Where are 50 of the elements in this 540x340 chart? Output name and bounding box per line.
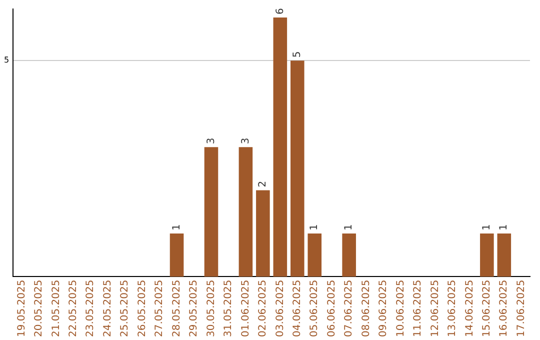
x-tick-label: 30.05.2025: [206, 280, 217, 338]
bar: [273, 17, 288, 277]
x-tick-label: 24.05.2025: [102, 280, 114, 338]
bar: [497, 234, 512, 277]
data-label: 1: [171, 224, 182, 231]
data-label: 5: [292, 51, 303, 58]
x-tick-label: 23.05.2025: [85, 280, 96, 338]
data-label: 1: [498, 224, 510, 231]
x-tick-label: 01.06.2025: [240, 280, 252, 338]
x-tick-label: 06.06.2025: [326, 280, 338, 338]
data-label: 1: [309, 224, 320, 231]
x-tick-label: 22.05.2025: [68, 280, 79, 338]
x-tick-label: 03.06.2025: [274, 280, 286, 338]
x-tick-label: 09.06.2025: [378, 280, 390, 338]
x-tick-label: 21.05.2025: [50, 280, 62, 338]
data-label: 1: [344, 224, 355, 231]
x-tick-label: 16.06.2025: [498, 280, 510, 338]
data-label: 3: [240, 138, 252, 144]
data-label: 2: [258, 180, 269, 188]
bar: [480, 234, 494, 277]
x-tick-label: 25.05.2025: [120, 280, 131, 338]
bar: [204, 147, 218, 277]
x-tick-label: 10.06.2025: [395, 280, 406, 338]
bar: [342, 234, 356, 277]
x-tick-label: 26.05.2025: [136, 280, 148, 338]
x-tick-label: 27.05.2025: [154, 280, 166, 338]
bar: [170, 234, 184, 277]
x-tick-label: 13.06.2025: [447, 280, 458, 338]
bar: [256, 190, 270, 277]
x-tick-label: 04.06.2025: [292, 280, 303, 338]
x-tick-label: 07.06.2025: [344, 280, 355, 338]
x-tick-label: 11.06.2025: [412, 280, 424, 338]
bar: [308, 234, 322, 277]
bar: [238, 147, 253, 277]
data-label: 3: [206, 138, 217, 144]
data-label: 6: [274, 8, 286, 14]
x-tick-label: 19.05.2025: [16, 280, 28, 338]
x-tick-label: 20.05.2025: [34, 280, 45, 338]
x-tick-label: 28.05.2025: [171, 280, 182, 338]
x-tick-label: 15.06.2025: [482, 280, 493, 338]
x-tick-label: 08.06.2025: [360, 280, 372, 338]
bar: [290, 60, 304, 277]
x-tick-label: 05.06.2025: [309, 280, 320, 338]
x-tick-label: 31.05.2025: [223, 280, 234, 338]
data-label: 1: [482, 224, 493, 231]
x-tick-label: 02.06.2025: [258, 280, 269, 338]
x-tick-label: 29.05.2025: [188, 280, 200, 338]
x-tick-label: 17.06.2025: [516, 280, 527, 338]
x-tick-label: 14.06.2025: [464, 280, 476, 338]
x-tick-label: 12.06.2025: [430, 280, 441, 338]
